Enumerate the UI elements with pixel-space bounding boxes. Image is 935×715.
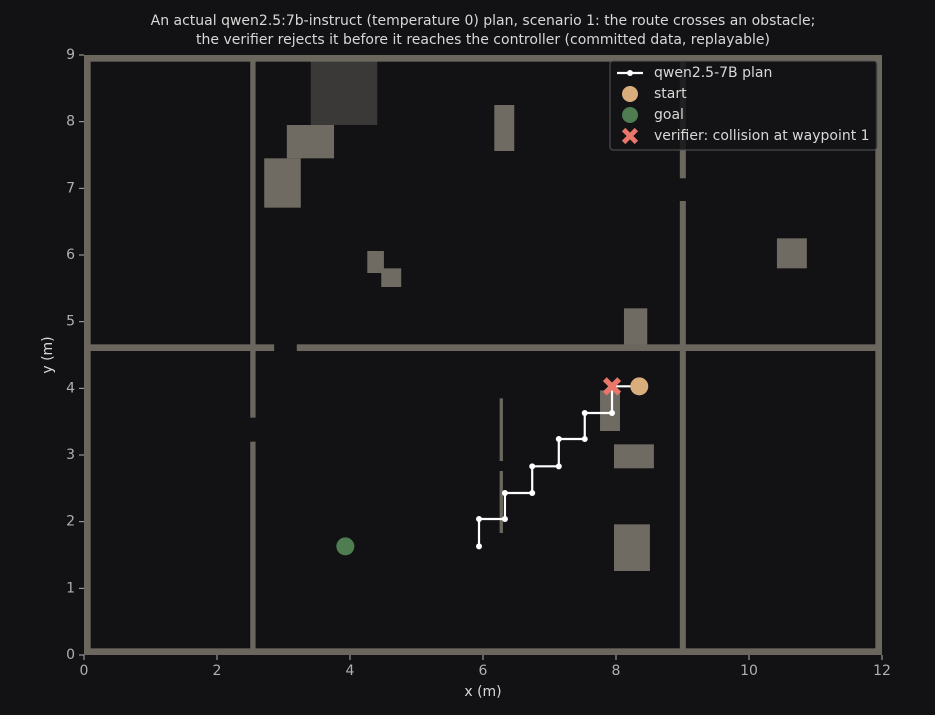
legend-frame: [609, 60, 878, 151]
obstacle: [494, 105, 515, 151]
plan-waypoint: [609, 410, 616, 416]
dark-obstacle: [310, 60, 378, 126]
point-marker: [630, 377, 649, 396]
y-tick-label: 9: [66, 47, 75, 63]
y-tick-label: 4: [66, 380, 75, 396]
plan-waypoint: [581, 410, 588, 416]
obstacle: [264, 158, 301, 208]
x-tick-label: 6: [479, 663, 488, 679]
x-tick-label: 10: [740, 663, 758, 679]
legend-marker: [622, 107, 638, 123]
plan-waypoint: [555, 463, 562, 470]
plan-waypoint: [581, 436, 588, 442]
wall: [250, 55, 256, 418]
legend-marker: [622, 86, 638, 102]
obstacle: [286, 125, 335, 159]
wall: [84, 55, 882, 62]
obstacle: [776, 238, 807, 269]
legend-label: verifier: collision at waypoint 1: [654, 128, 870, 144]
wall: [84, 344, 275, 351]
plan-waypoint: [501, 490, 508, 496]
plan-waypoint: [555, 436, 562, 442]
x-axis-label: x (m): [464, 684, 501, 700]
y-tick-label: 6: [66, 247, 75, 263]
x-tick-label: 8: [612, 663, 621, 679]
obstacle: [367, 251, 384, 273]
y-tick-label: 8: [66, 114, 75, 130]
point-marker: [336, 537, 355, 556]
obstacle: [600, 390, 620, 431]
x-tick-label: 0: [80, 663, 89, 679]
y-tick-label: 1: [66, 580, 75, 596]
y-tick-label: 3: [66, 447, 75, 463]
plan-waypoint: [529, 463, 536, 470]
legend-label: goal: [654, 107, 684, 123]
wall: [84, 648, 882, 655]
y-tick-label: 0: [66, 647, 75, 663]
obstacle: [614, 444, 654, 469]
y-tick-label: 2: [66, 514, 75, 530]
chart-title: the verifier rejects it before it reache…: [196, 32, 770, 48]
legend-label: start: [654, 86, 687, 102]
wall: [250, 441, 256, 655]
plan-waypoint: [501, 516, 508, 522]
legend-dot: [627, 70, 633, 76]
obstacle: [614, 524, 650, 571]
chart-title: An actual qwen2.5:7b-instruct (temperatu…: [151, 13, 816, 29]
plan-waypoint: [529, 490, 536, 496]
wall: [875, 55, 882, 655]
plan-waypoint: [476, 543, 483, 550]
legend-label: qwen2.5-7B plan: [654, 65, 772, 81]
x-tick-label: 12: [873, 663, 891, 679]
y-tick-label: 5: [66, 314, 75, 330]
y-axis-label: y (m): [40, 336, 56, 373]
wall: [499, 471, 503, 533]
legend-marker: [621, 127, 639, 145]
obstacle: [381, 268, 402, 287]
wall: [84, 55, 91, 655]
y-tick-label: 7: [66, 180, 75, 196]
plan-waypoint: [476, 516, 483, 522]
wall: [499, 398, 503, 461]
wall: [679, 201, 686, 655]
x-tick-label: 2: [213, 663, 222, 679]
wall: [296, 344, 882, 351]
x-marker: [602, 377, 622, 396]
x-tick-label: 4: [346, 663, 355, 679]
obstacle: [623, 308, 648, 345]
